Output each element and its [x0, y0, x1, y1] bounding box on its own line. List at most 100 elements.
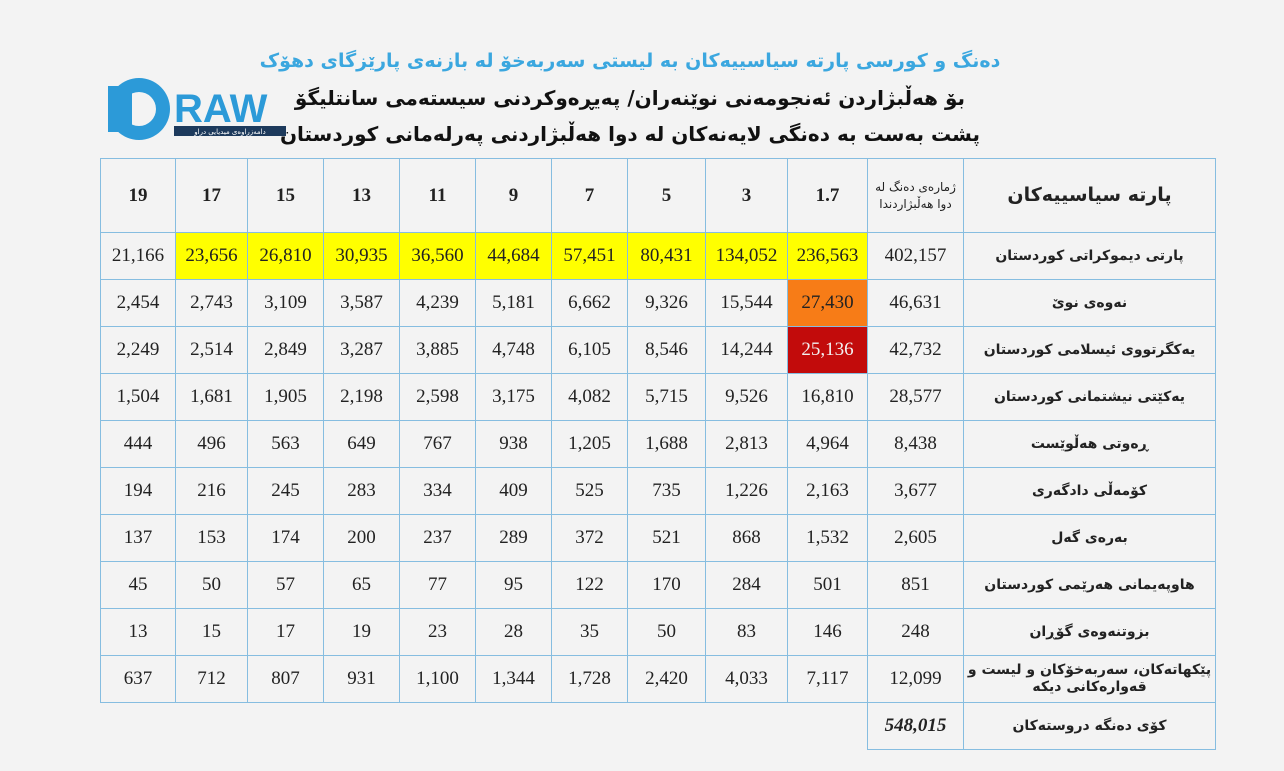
- total-label: کۆی دەنگە دروستەکان: [963, 702, 1216, 750]
- column-header: 11: [399, 158, 476, 233]
- column-header: 7: [551, 158, 628, 233]
- party-name: بەرەی گەل: [963, 514, 1216, 562]
- cell: 6,662: [551, 279, 628, 327]
- party-row: پێکهاتەکان، سەربەخۆکان و لیست و قەوارەکا…: [100, 655, 1216, 703]
- cell: 2,420: [627, 655, 706, 703]
- cell: 3,287: [323, 326, 400, 374]
- party-name: بزوتنەوەی گۆڕان: [963, 608, 1216, 656]
- column-header: 15: [247, 158, 324, 233]
- cell: 200: [323, 514, 400, 562]
- blank-cell: [476, 703, 552, 750]
- blank-cell: [324, 703, 400, 750]
- cell: 57,451: [551, 232, 628, 280]
- party-name: پارتی دیموکراتی کوردستان: [963, 232, 1216, 280]
- subtitle: بۆ هەڵبژاردن ئەنجومەنی نوێنەران/ پەیڕەوک…: [294, 86, 966, 110]
- cell: 21,166: [100, 232, 176, 280]
- cell: 931: [323, 655, 400, 703]
- cell: 46,631: [867, 279, 964, 327]
- cell: 28,577: [867, 373, 964, 421]
- cell: 521: [627, 514, 706, 562]
- cell: 23,656: [175, 232, 248, 280]
- cell: 2,514: [175, 326, 248, 374]
- cell: 137: [100, 514, 176, 562]
- cell: 57: [247, 561, 324, 609]
- cell: 1,504: [100, 373, 176, 421]
- cell: 170: [627, 561, 706, 609]
- cell: 372: [551, 514, 628, 562]
- cell: 649: [323, 420, 400, 468]
- party-row: نەوەی نوێ 46,631 27,430 15,544 9,326 6,662 5,1…: [100, 279, 1216, 327]
- cell: 146: [787, 608, 868, 656]
- cell: 15: [175, 608, 248, 656]
- cell: 525: [551, 467, 628, 515]
- party-row: بزوتنەوەی گۆڕان 248 146 83 50 35 28 23 19 17 15 13: [100, 608, 1216, 656]
- cell: 3,175: [475, 373, 552, 421]
- cell: 1,226: [705, 467, 788, 515]
- total-row: کۆی دەنگە دروستەکان 548,015: [101, 702, 1216, 750]
- cell: 637: [100, 655, 176, 703]
- column-header: 3: [705, 158, 788, 233]
- cell: 1,681: [175, 373, 248, 421]
- cell: 25,136: [787, 326, 868, 374]
- cell: 14,244: [705, 326, 788, 374]
- cell: 13: [100, 608, 176, 656]
- cell: 44,684: [475, 232, 552, 280]
- cell: 17: [247, 608, 324, 656]
- blank-cell: [248, 703, 324, 750]
- cell: 868: [705, 514, 788, 562]
- cell: 5,715: [627, 373, 706, 421]
- cell: 6,105: [551, 326, 628, 374]
- cell: 2,598: [399, 373, 476, 421]
- blank-cell: [176, 703, 248, 750]
- cell: 194: [100, 467, 176, 515]
- cell: 245: [247, 467, 324, 515]
- cell: 122: [551, 561, 628, 609]
- cell: 9,326: [627, 279, 706, 327]
- cell: 1,728: [551, 655, 628, 703]
- logo-name: RAW: [174, 87, 268, 131]
- cell: 4,033: [705, 655, 788, 703]
- party-row: هاوپەیمانی هەرێمی کوردستان 851 501 284 170 12…: [100, 561, 1216, 609]
- column-header: 19: [100, 158, 176, 233]
- cell: 65: [323, 561, 400, 609]
- cell: 1,205: [551, 420, 628, 468]
- party-name: یەکگرتووی ئیسلامی کوردستان: [963, 326, 1216, 374]
- cell: 3,677: [867, 467, 964, 515]
- party-name: هاوپەیمانی هەرێمی کوردستان: [963, 561, 1216, 609]
- cell: 767: [399, 420, 476, 468]
- cell: 496: [175, 420, 248, 468]
- cell: 26,810: [247, 232, 324, 280]
- title: دەنگ و کورسی پارتە سیاسییەکان بە لیستی س…: [259, 50, 1001, 72]
- cell: 289: [475, 514, 552, 562]
- cell: 30,935: [323, 232, 400, 280]
- results-table: پارتە سیاسییەکان ژمارەی دەنگ لە دوا هەڵبژ…: [100, 158, 1216, 750]
- cell: 938: [475, 420, 552, 468]
- cell: 153: [175, 514, 248, 562]
- cell: 4,748: [475, 326, 552, 374]
- cell: 2,813: [705, 420, 788, 468]
- cell: 334: [399, 467, 476, 515]
- cell: 19: [323, 608, 400, 656]
- cell: 50: [627, 608, 706, 656]
- cell: 284: [705, 561, 788, 609]
- cell: 42,732: [867, 326, 964, 374]
- logo-band: [174, 126, 286, 136]
- blank-cell: [706, 703, 788, 750]
- blank-cell: [400, 703, 476, 750]
- total-value: 548,015: [867, 702, 964, 750]
- logo-tagline: دامەزراوەی میدیایی دراو: [193, 128, 265, 136]
- cell: 35: [551, 608, 628, 656]
- cell: 2,249: [100, 326, 176, 374]
- cell: 16,810: [787, 373, 868, 421]
- cell: 735: [627, 467, 706, 515]
- cell: 80,431: [627, 232, 706, 280]
- cell: 807: [247, 655, 324, 703]
- logo: RAW دامەزراوەی میدیایی دراو: [108, 78, 286, 140]
- cell: 2,849: [247, 326, 324, 374]
- cell: 2,163: [787, 467, 868, 515]
- cell: 1,688: [627, 420, 706, 468]
- party-name: پێکهاتەکان، سەربەخۆکان و لیست و قەوارەکا…: [963, 655, 1216, 703]
- cell: 444: [100, 420, 176, 468]
- cell: 7,117: [787, 655, 868, 703]
